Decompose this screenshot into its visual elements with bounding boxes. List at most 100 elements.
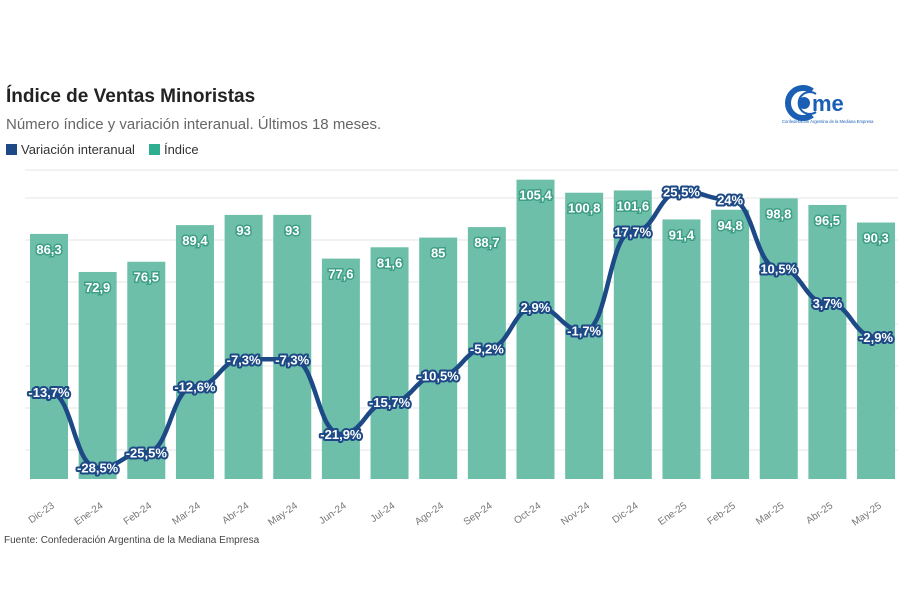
line-label: -12,6%	[174, 379, 216, 394]
bar-Abr-25	[808, 204, 847, 479]
bar-Feb-25	[711, 209, 750, 479]
bar-Mar-25	[759, 198, 798, 479]
bar-May-25	[857, 222, 896, 479]
bar-Mar-24	[175, 225, 214, 479]
x-tick-label: Feb-25	[706, 500, 739, 527]
x-tick-label: Ago-24	[413, 500, 446, 528]
line-point	[144, 450, 149, 455]
line-point	[241, 357, 246, 362]
legend-swatch-bar	[148, 144, 160, 155]
line-label: -28,5%	[77, 461, 119, 476]
bar-May-24	[273, 214, 312, 479]
bar-Jul-24	[370, 247, 409, 479]
line-point	[533, 305, 538, 310]
x-tick-label: Feb-24	[122, 500, 155, 527]
x-tick-label: Nov-24	[559, 500, 592, 528]
x-tick-label: May-25	[850, 500, 884, 528]
x-tick-label: Mar-24	[170, 500, 203, 527]
legend-label: Índice	[163, 142, 199, 157]
line-point	[776, 266, 781, 271]
x-tick-label: Ene-24	[73, 500, 106, 528]
bar-label: 93	[236, 223, 250, 238]
line-label: -7,3%	[227, 352, 261, 367]
x-tick-label: May-24	[266, 500, 300, 528]
legend-item-indice: Índice	[148, 142, 199, 157]
line-label: 2,9%	[521, 300, 551, 315]
line-point	[728, 197, 733, 202]
line-label: 10,5%	[760, 261, 797, 276]
x-tick-label: Abr-25	[804, 500, 835, 526]
bar-label: 98,8	[766, 206, 791, 221]
line-label: -15,7%	[369, 395, 411, 410]
x-tick-label: Abr-24	[220, 500, 251, 526]
bar-label: 72,9	[85, 280, 110, 295]
bar-label: 90,3	[863, 231, 888, 246]
line-label: -21,9%	[320, 427, 362, 442]
line-label: -25,5%	[126, 445, 168, 460]
line-label: -7,3%	[275, 352, 309, 367]
x-tick-label: Ene-25	[656, 500, 689, 528]
svg-text:me: me	[812, 91, 844, 116]
x-tick-label: Jul-24	[369, 500, 398, 525]
chart-title: Índice de Ventas Minoristas	[6, 86, 256, 107]
line-point	[47, 390, 51, 395]
line-label: 17,7%	[614, 225, 651, 240]
bar-label: 89,4	[182, 233, 208, 248]
line-label: 24%	[717, 192, 743, 207]
x-tick-label: Mar-25	[754, 500, 787, 527]
logo-caption: Confederación Argentina de la Mediana Em…	[782, 119, 874, 124]
x-tick-label: Sep-24	[462, 500, 495, 528]
legend-item-variacion: Variación interanual	[6, 142, 135, 157]
line-point	[192, 384, 197, 389]
line-label: -5,2%	[470, 342, 504, 357]
line-label: 25,5%	[663, 185, 700, 200]
source-note: Fuente: Confederación Argentina de la Me…	[4, 535, 260, 546]
bar-label: 77,6	[328, 267, 353, 282]
line-point	[338, 431, 343, 436]
came-logo: me Confederación Argentina de la Mediana…	[782, 85, 874, 124]
bar-label: 101,6	[617, 198, 650, 213]
x-tick-label: Dic-23	[27, 500, 57, 526]
bar-label: 81,6	[377, 255, 402, 270]
line-point	[387, 400, 392, 405]
x-tick-label: Jun-24	[317, 500, 349, 527]
line-label: -1,7%	[567, 324, 601, 339]
bar-Jun-24	[321, 258, 360, 479]
bar-Dic-23	[30, 233, 68, 479]
bar-Oct-24	[516, 179, 555, 479]
bar-label: 96,5	[815, 213, 840, 228]
bar-label: 94,8	[717, 218, 742, 233]
x-tick-label: Dic-24	[611, 500, 641, 526]
bar-label: 86,3	[36, 242, 61, 257]
line-label: 3,7%	[813, 296, 843, 311]
x-tick-label: Oct-24	[512, 500, 543, 526]
line-label: -10,5%	[418, 369, 460, 384]
bar-Nov-24	[565, 192, 604, 479]
legend-label: Variación interanual	[21, 142, 135, 157]
line-point	[582, 328, 587, 333]
line-point	[436, 373, 441, 378]
bar-label: 85	[431, 246, 445, 261]
chart-subtitle: Número índice y variación interanual. Úl…	[6, 116, 382, 133]
legend-swatch-line	[6, 144, 17, 155]
bar-Ene-24	[78, 271, 117, 479]
bar-Ene-25	[662, 219, 701, 479]
line-point	[95, 465, 100, 470]
line-point	[874, 334, 879, 339]
bar-label: 93	[285, 223, 299, 238]
legend: Variación interanual Índice	[6, 142, 199, 157]
bar-label: 100,8	[568, 201, 601, 216]
bar-label: 105,4	[519, 188, 552, 203]
line-label: -13,7%	[28, 385, 70, 400]
line-point	[290, 357, 295, 362]
line-point	[679, 189, 684, 194]
line-point	[630, 229, 635, 234]
bar-label: 91,4	[669, 227, 695, 242]
line-point	[825, 301, 830, 306]
bar-label: 88,7	[474, 235, 499, 250]
bar-Abr-24	[224, 214, 263, 479]
bar-label: 76,5	[134, 270, 159, 285]
line-point	[484, 346, 489, 351]
line-variacion-interanual	[46, 189, 879, 470]
